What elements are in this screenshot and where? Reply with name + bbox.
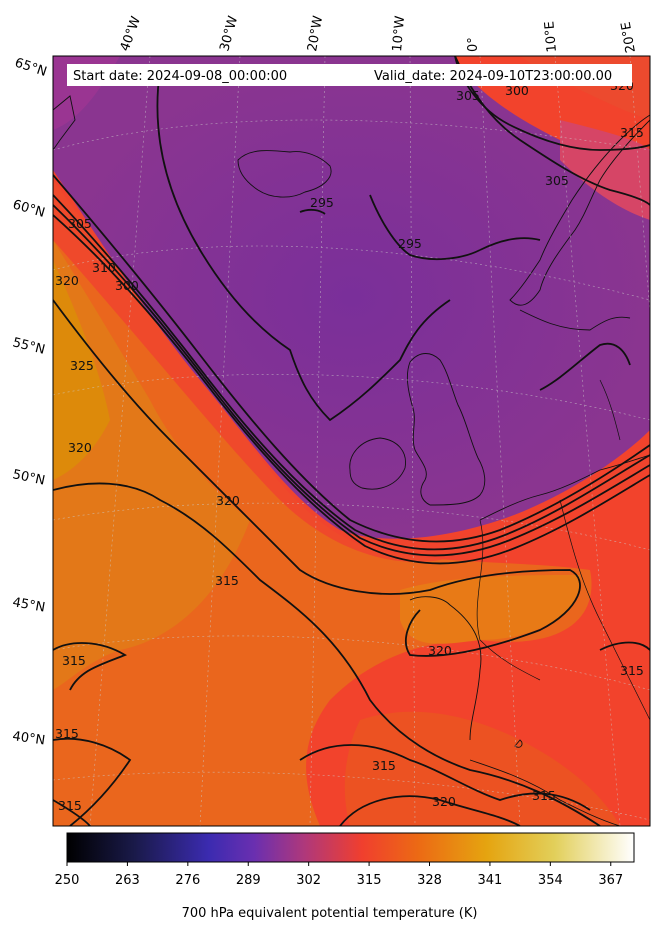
lon-label: 20°W <box>305 15 326 53</box>
lat-label: 40°N <box>11 729 46 748</box>
lat-label: 60°N <box>11 197 47 220</box>
contour-label: 295 <box>310 195 334 210</box>
contour-label: 325 <box>70 358 94 373</box>
contour-label: 315 <box>62 653 86 668</box>
lon-label: 0° <box>466 37 481 52</box>
graticule <box>53 56 650 826</box>
colorbar-tick-label: 328 <box>417 873 442 888</box>
theta-e-field <box>53 56 650 826</box>
header-box <box>67 64 632 86</box>
lon-label: 10°W <box>390 15 408 52</box>
contour-label: 320 <box>68 440 92 455</box>
colorbar <box>66 832 635 863</box>
contour-label: 315 <box>215 573 239 588</box>
latitude-labels: 65°N 60°N 55°N 50°N 45°N 40°N <box>11 56 49 749</box>
contour-label: 320 <box>55 273 79 288</box>
colorbar-tick-label: 367 <box>598 873 623 888</box>
contour-label: 300 <box>505 83 529 98</box>
contour-label: 300 <box>115 278 139 293</box>
colorbar-tick-label: 263 <box>115 873 140 888</box>
colorbar-title: 700 hPa equivalent potential temperature… <box>181 906 478 921</box>
contour-label: 310 <box>92 260 116 275</box>
contour-label: 305 <box>456 88 480 103</box>
contour-lines <box>53 56 650 826</box>
contour-label: 295 <box>398 236 422 251</box>
contour-label: 315 <box>620 125 644 140</box>
lon-label: 40°W <box>118 14 144 53</box>
coastlines <box>53 95 650 826</box>
colorbar-ticks: 250 263 276 289 302 315 328 341 354 367 <box>55 862 623 888</box>
contour-label: 315 <box>620 663 644 678</box>
lon-label: 30°W <box>217 14 241 53</box>
lat-label: 65°N <box>13 56 49 80</box>
colorbar-tick-label: 341 <box>478 873 503 888</box>
lon-label: 20°E <box>619 21 639 54</box>
map-frame <box>52 55 651 827</box>
lat-label: 45°N <box>11 595 46 615</box>
contour-label: 315 <box>532 788 556 803</box>
contour-label: 305 <box>545 173 569 188</box>
lon-label: 10°E <box>542 21 560 53</box>
contour-label: 320 <box>428 643 452 658</box>
colorbar-tick-label: 315 <box>357 873 382 888</box>
lat-label: 55°N <box>11 335 46 357</box>
contour-label: 320 <box>432 794 456 809</box>
contour-label: 315 <box>372 758 396 773</box>
colorbar-tick-label: 354 <box>538 873 563 888</box>
colorbar-tick-label: 276 <box>175 873 200 888</box>
start-date-label: Start date: 2024-09-08_00:00:00 <box>73 69 287 84</box>
valid-date-label: Valid_date: 2024-09-10T23:00:00.00 <box>374 69 612 84</box>
contour-label-group: 295 295 300 305 305 310 315 315 315 315 … <box>55 78 644 813</box>
longitude-labels: 40°W 30°W 20°W 10°W 0° 10°E 20°E <box>118 14 639 54</box>
colorbar-tick-label: 289 <box>236 873 261 888</box>
contour-label: 320 <box>216 493 240 508</box>
colorbar-tick-label: 250 <box>55 873 80 888</box>
lat-label: 50°N <box>11 467 46 488</box>
contour-label: 305 <box>68 216 92 231</box>
contour-label: 315 <box>58 798 82 813</box>
contour-label: 315 <box>55 726 79 741</box>
colorbar-tick-label: 302 <box>296 873 321 888</box>
